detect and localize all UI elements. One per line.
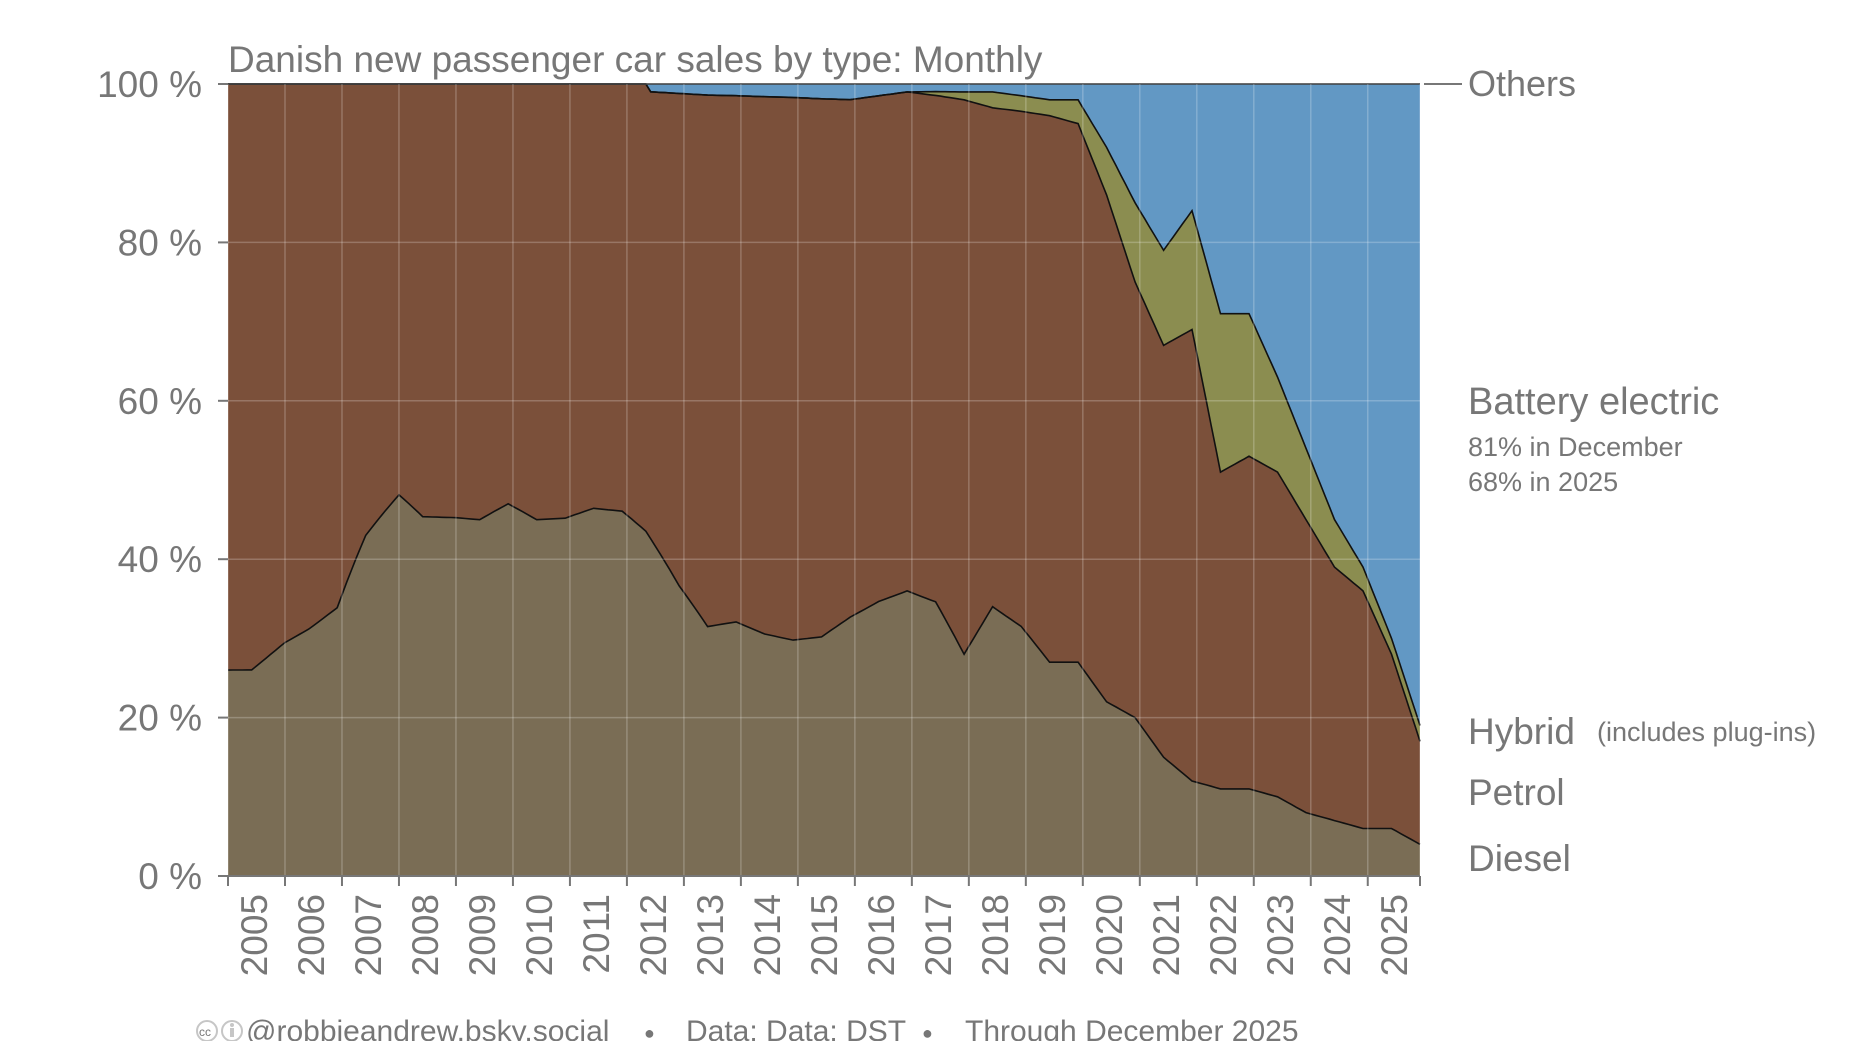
x-tick-label: 2013 <box>690 894 731 976</box>
legend-diesel: Diesel <box>1468 838 1571 879</box>
footer-handle: @robbieandrew.bsky.social <box>246 1015 609 1041</box>
legend-hybrid: Hybrid <box>1468 711 1575 752</box>
x-tick-label: 2021 <box>1146 894 1187 976</box>
x-tick-label: 2020 <box>1089 894 1130 976</box>
bev-year-share: 68% in 2025 <box>1468 467 1618 497</box>
y-tick-label: 20 % <box>118 698 202 739</box>
footer-source: Data: Data: DST <box>686 1015 906 1041</box>
x-axis: 2005 2006 2007 2008 2009 2010 2011 2012 2013 2014… <box>227 875 1421 976</box>
svg-text:cc: cc <box>199 1025 211 1039</box>
footer-separator-2: ● <box>922 1023 933 1041</box>
x-tick-label: 2006 <box>291 894 332 976</box>
x-tick-label: 2008 <box>405 894 446 976</box>
footer-separator-1: ● <box>644 1023 655 1041</box>
x-tick-label: 2011 <box>576 894 617 974</box>
area-petrol <box>228 84 1420 845</box>
x-tick-label: 2009 <box>462 894 503 976</box>
x-tick-label: 2018 <box>975 894 1016 976</box>
y-tick-label: 0 % <box>138 856 202 897</box>
legend-petrol: Petrol <box>1468 772 1565 813</box>
legend-others: Others <box>1468 63 1576 104</box>
hybrid-note: (includes plug-ins) <box>1597 717 1816 747</box>
x-tick-label: 2024 <box>1317 894 1358 976</box>
x-tick-label: 2025 <box>1374 894 1415 976</box>
area-diesel <box>228 494 1420 876</box>
x-tick-label: 2010 <box>519 894 560 976</box>
footer-through: Through December 2025 <box>965 1015 1299 1041</box>
x-tick-label: 2005 <box>234 894 275 976</box>
y-tick-label: 80 % <box>118 222 202 263</box>
y-axis: 0 % 20 % 40 % 60 % 80 % 100 % <box>97 64 228 897</box>
x-tick-label: 2007 <box>348 894 389 976</box>
x-tick-label: 2022 <box>1203 894 1244 976</box>
attribution-icon <box>221 1020 243 1041</box>
x-tick-label: 2017 <box>918 894 959 976</box>
x-tick-label: 2014 <box>747 894 788 976</box>
series-boundary-lines <box>227 83 1421 846</box>
footer: cc @robbieandrew.bsky.social ● Data: Dat… <box>196 1015 1299 1041</box>
cc-icon: cc <box>196 1020 218 1041</box>
y-tick-label: 100 % <box>97 64 202 105</box>
legend-battery-electric: Battery electric <box>1468 381 1719 423</box>
gridlines <box>227 83 1421 877</box>
y-tick-label: 60 % <box>118 381 202 422</box>
x-tick-label: 2012 <box>633 894 674 976</box>
x-tick-label: 2015 <box>804 894 845 976</box>
y-tick-label: 40 % <box>118 539 202 580</box>
area-battery-electric <box>228 84 1420 726</box>
x-tick-label: 2016 <box>861 894 902 976</box>
stacked-areas <box>228 84 1420 876</box>
boundary-line-diesel <box>227 493 1421 846</box>
chart-title: Danish new passenger car sales by type: … <box>228 39 1043 80</box>
bev-december-share: 81% in December <box>1468 432 1683 462</box>
x-tick-label: 2019 <box>1032 894 1073 976</box>
x-tick-label: 2023 <box>1260 894 1301 976</box>
